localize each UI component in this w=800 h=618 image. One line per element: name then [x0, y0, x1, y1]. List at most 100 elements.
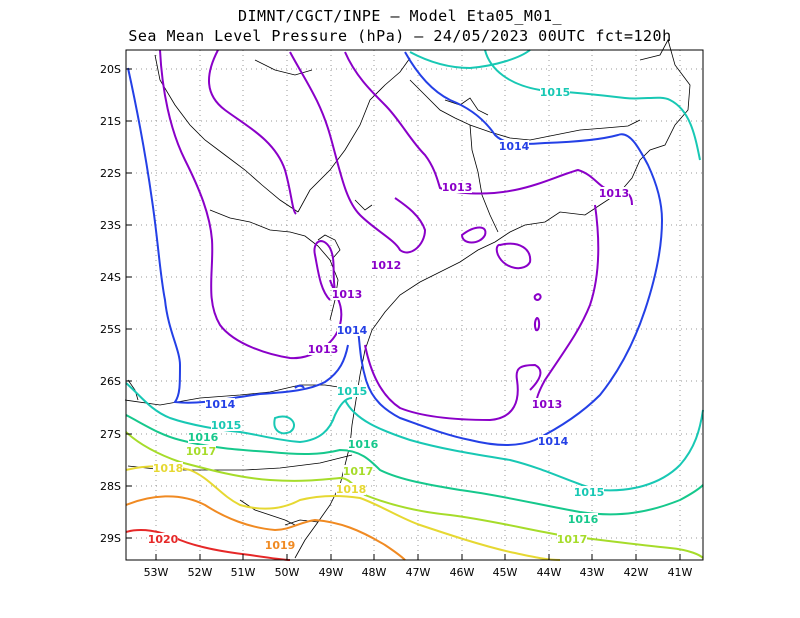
isobar-label-bg: [568, 513, 598, 525]
isobar-labels: 1012 1013 1013 1013 1013 1013 1014 1014 1014 1014…: [148, 86, 629, 552]
isobar: [125, 431, 704, 559]
latitude-labels: 20S 21S 22S 23S 24S 25S 26S 27S 28S 29S: [100, 63, 132, 545]
isobar: [460, 226, 487, 244]
isobar-label: 1017: [186, 445, 217, 458]
isobar-label-bg: [538, 435, 568, 447]
isobar-label: 1014: [205, 398, 236, 411]
lon-label: 42W: [624, 566, 649, 579]
lat-label: 23S: [100, 219, 121, 232]
isobar-label: 1013: [532, 398, 563, 411]
isobar-label: 1018: [336, 483, 367, 496]
isobar: [484, 49, 701, 161]
isobar: [125, 529, 291, 561]
lon-label: 53W: [144, 566, 169, 579]
lon-label: 47W: [406, 566, 431, 579]
isobar-label-bg: [205, 398, 235, 410]
isobar-label-bg: [540, 86, 570, 98]
isobar-label: 1020: [148, 533, 179, 546]
lat-label: 24S: [100, 271, 121, 284]
isobar-label: 1016: [568, 513, 599, 526]
lat-label: 20S: [100, 63, 121, 76]
isobar: [125, 382, 353, 444]
isobar-label: 1015: [211, 419, 242, 432]
isobar-label-bg: [442, 181, 472, 193]
isobar: [344, 399, 704, 492]
isobar-label-bg: [308, 343, 338, 355]
isobar: [495, 242, 532, 270]
longitude-labels: 53W 52W 51W 50W 49W 48W 47W 46W 45W 44W 43W 42W 41W: [144, 554, 693, 579]
isobar-label: 1015: [337, 385, 368, 398]
isobar: [289, 51, 427, 254]
isobar: [125, 414, 704, 516]
isobar-label: 1019: [265, 539, 296, 552]
isobar: [533, 293, 542, 302]
isobar-label: 1018: [153, 462, 184, 475]
isobar: [127, 67, 349, 404]
lon-label: 49W: [319, 566, 344, 579]
map-frame: [125, 49, 704, 561]
lat-label: 22S: [100, 167, 121, 180]
isobar-label-bg: [332, 288, 362, 300]
isobar-label: 1016: [188, 431, 219, 444]
isobar-label: 1015: [540, 86, 571, 99]
isobar-label: 1015: [574, 486, 605, 499]
isobar-label-bg: [186, 445, 216, 457]
lon-label: 44W: [537, 566, 562, 579]
isobar-label-bg: [337, 324, 367, 336]
isobar: [344, 51, 633, 206]
isobar: [125, 495, 406, 561]
lat-label: 26S: [100, 375, 121, 388]
isobar: [364, 344, 542, 422]
isobar-label-bg: [148, 533, 178, 545]
lon-label: 48W: [362, 566, 387, 579]
chart-title-line1: DIMNT/CGCT/INPE – Model Eta05_M01_: [237, 7, 563, 25]
lat-label: 27S: [100, 428, 121, 441]
isobar-label: 1017: [557, 533, 588, 546]
isobar-label-bg: [348, 438, 378, 450]
isobar-label: 1014: [499, 140, 530, 153]
isobar-label: 1013: [332, 288, 363, 301]
isobar-label: 1013: [442, 181, 473, 194]
map-grid: [126, 50, 703, 560]
chart-title-line2: Sea Mean Level Pressure (hPa) – 24/05/20…: [128, 27, 672, 45]
lon-label: 43W: [580, 566, 605, 579]
isobar-label: 1014: [538, 435, 569, 448]
lat-label: 29S: [100, 532, 121, 545]
lat-label: 28S: [100, 480, 121, 493]
isobar-label-bg: [153, 462, 183, 474]
isobar: [533, 316, 541, 332]
lon-label: 46W: [450, 566, 475, 579]
isobar: [125, 465, 561, 561]
isobar: [207, 49, 297, 215]
isobar: [535, 204, 600, 409]
isobar: [273, 415, 295, 435]
isobar-label: 1013: [308, 343, 339, 356]
isobar-label-bg: [532, 398, 562, 410]
isobar-label-bg: [499, 140, 529, 152]
isobar-label-bg: [265, 539, 295, 551]
lon-label: 45W: [493, 566, 518, 579]
lon-label: 52W: [188, 566, 213, 579]
lon-label: 50W: [275, 566, 300, 579]
isobar: [294, 384, 305, 389]
lon-label: 51W: [231, 566, 256, 579]
isobar-label-bg: [211, 419, 241, 431]
lon-label: 41W: [668, 566, 693, 579]
isobar-label-bg: [337, 385, 367, 397]
isobar-label: 1016: [348, 438, 379, 451]
isobar-label-bg: [599, 187, 629, 199]
lat-label: 25S: [100, 323, 121, 336]
isobar-label-bg: [371, 259, 401, 271]
isobar-label-bg: [574, 486, 604, 498]
isobar: [357, 51, 664, 446]
lat-label: 21S: [100, 115, 121, 128]
isobar-label-bg: [557, 533, 587, 545]
isobar-label-bg: [336, 483, 366, 495]
isobar: [313, 240, 336, 301]
isobars: [125, 49, 704, 561]
isobar-label: 1012: [371, 259, 402, 272]
isobar-label-bg: [188, 431, 218, 443]
isobar-label: 1017: [343, 465, 374, 478]
isobar-label-bg: [343, 465, 373, 477]
